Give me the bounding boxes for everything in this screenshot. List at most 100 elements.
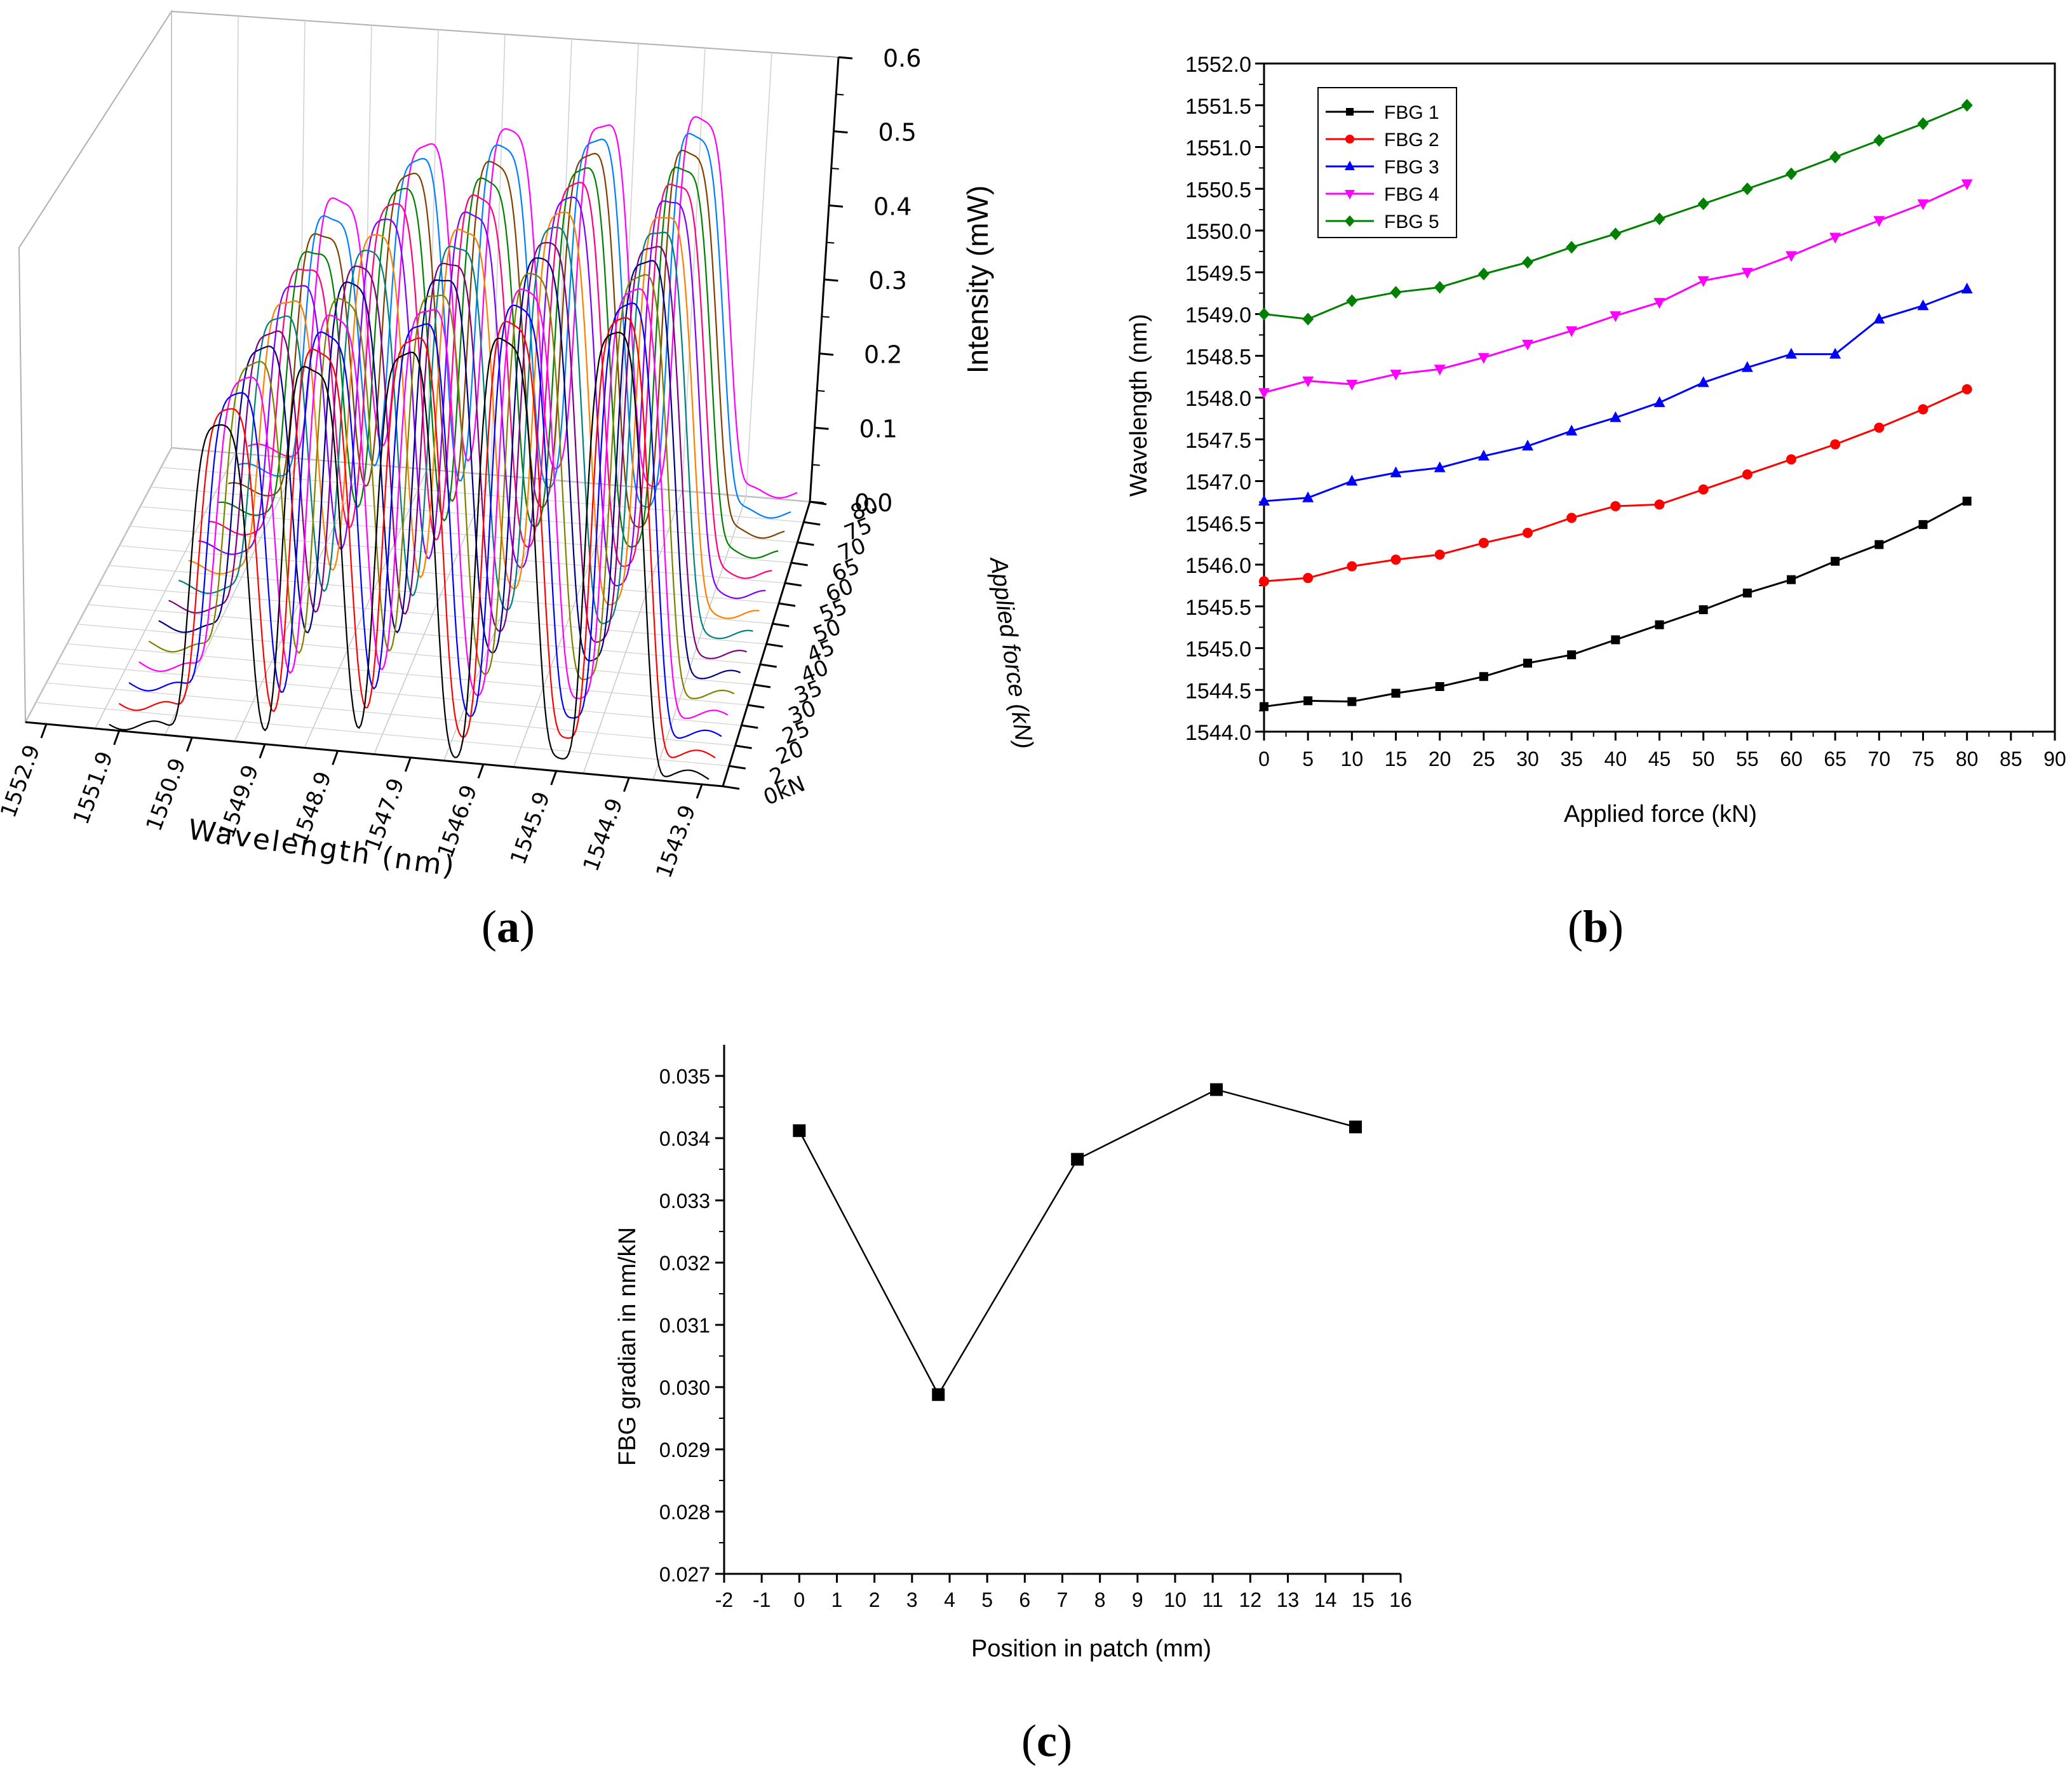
panel-b-data-point (1653, 212, 1665, 225)
panel-b-legend: FBG 1 FBG 2 FBG 3 FBG 4 FBG 5 (1317, 87, 1457, 238)
panel-c-x-tick-label: 5 (981, 1588, 993, 1611)
panel-c-x-tick-label: 12 (1239, 1588, 1262, 1611)
panel-b-data-point (1523, 528, 1533, 539)
panel-b-data-point (1258, 388, 1270, 399)
panel-b-data-point (1566, 326, 1578, 337)
panel-a-y-axis-label: Applied force (kN) (985, 554, 1038, 751)
panel-b-data-point (1874, 422, 1885, 433)
panel-a-chart: 1552.9 1551.9 1550.9 1549.9 1548.9 1547.9 1546… (0, 9, 1038, 883)
panel-b-y-tick-label: 1549.5 (1185, 262, 1251, 286)
panel-a-spectrum-trace (208, 182, 772, 579)
panel-b-data-point (1522, 440, 1533, 451)
panel-b-data-point (1566, 513, 1577, 523)
panel-c-y-axis-label: FBG gradian in nm/kN (614, 1227, 641, 1466)
panel-c-x-tick-label: -1 (753, 1588, 770, 1611)
panel-a-y-tick (772, 622, 790, 628)
panel-b-x-tick-label: 20 (1429, 748, 1451, 770)
panel-b-data-point (1697, 376, 1709, 387)
panel-a-z-tick-label: 0.0 (854, 489, 892, 517)
panel-b-data-point (1917, 117, 1929, 130)
panel-a-spectrum-trace (178, 226, 753, 640)
panel-a-y-tick (729, 765, 746, 770)
panel-c-data-point (932, 1388, 945, 1401)
panel-b-y-tick-label: 1549.0 (1185, 304, 1251, 328)
panel-b-legend-item: FBG 3 (1326, 157, 1439, 178)
panel-a-spectrum-trace (238, 133, 791, 519)
panel-a-x-tick (113, 730, 121, 746)
panel-a-x-tick (259, 744, 266, 759)
panel-b-data-point (1829, 232, 1841, 244)
panel-b-axes: 1544.0 1544.5 1545.0 1545.5 1546.0 1546.5 1547… (1185, 53, 2066, 770)
panel-b-data-point (1523, 659, 1532, 668)
panel-a-y-tick (778, 602, 796, 607)
panel-b-data-point (1961, 384, 1972, 394)
panel-b-data-point (1567, 650, 1577, 660)
panel-c-y-tick-label: 0.031 (659, 1314, 710, 1337)
panel-c-x-axis-label: Position in patch (mm) (971, 1635, 1211, 1662)
panel-b-x-tick-label: 85 (2000, 748, 2022, 770)
panel-b-data-point (1346, 379, 1358, 391)
panel-b-data-point (1917, 199, 1929, 210)
panel-b-x-tick-label: 70 (1868, 748, 1891, 770)
panel-b-data-point (1830, 439, 1841, 450)
panel-a-z-tick (838, 56, 853, 60)
panel-a-y-tick (741, 724, 758, 729)
panel-b-y-axis-label: Wavelength (nm) (1126, 314, 1152, 497)
panel-a-back-wall (171, 10, 840, 503)
panel-c-data-point (1071, 1153, 1084, 1166)
panel-b-data-point (1741, 182, 1753, 196)
panel-c-x-tick-label: 9 (1132, 1588, 1143, 1611)
panel-a-x-tick-label: 1545.9 (506, 788, 555, 868)
panel-a-y-tick (747, 704, 765, 709)
panel-c-x-tick-label: 10 (1164, 1588, 1187, 1611)
panel-a-y-tick (791, 561, 808, 567)
panel-b-legend-item: FBG 5 (1326, 211, 1439, 232)
panel-b-y-tick-label: 1544.0 (1185, 721, 1251, 745)
panel-b-data-point (1917, 299, 1929, 311)
panel-b-data-point (1873, 216, 1885, 227)
panel-b-legend-swatch-marker (1345, 135, 1354, 144)
panel-b-x-tick-label: 50 (1692, 748, 1715, 770)
panel-a-y-tick (722, 785, 740, 790)
panel-b-data-point (1479, 672, 1488, 681)
panel-b-data-point (1829, 347, 1841, 359)
panel-a-spectrum-trace (248, 116, 798, 499)
panel-b-data-point (1742, 469, 1752, 480)
panel-a-x-tick-label: 1552.9 (0, 741, 45, 821)
panel-a-x-tick (404, 757, 412, 772)
panel-b-data-point (1434, 365, 1446, 376)
panel-b-legend-item: FBG 1 (1326, 102, 1439, 123)
panel-b-legend-item: FBG 2 (1326, 130, 1439, 151)
panel-a-floor-grid-line (130, 525, 785, 584)
panel-b-data-point (1655, 620, 1664, 629)
panel-b-data-point (1434, 549, 1445, 560)
panel-a-x-tick (622, 777, 630, 792)
panel-b-series (1258, 98, 1973, 711)
panel-b-data-point (1302, 312, 1314, 326)
panel-c-x-tick-label: 2 (869, 1588, 880, 1611)
panel-b-data-point (1302, 376, 1314, 387)
panel-a-x-tick-label: 1551.9 (69, 748, 118, 828)
panel-b-data-point (1566, 241, 1578, 254)
panel-a-x-tick (185, 737, 193, 752)
panel-a-spectrum-trace (218, 166, 779, 559)
panel-b-y-tick-label: 1546.5 (1185, 512, 1251, 536)
panel-b-y-tick-label: 1550.0 (1185, 220, 1251, 244)
panel-b-data-point (1918, 520, 1928, 529)
panel-a-x-tick (550, 770, 558, 786)
panel-b-x-tick-label: 5 (1302, 748, 1314, 770)
panel-label-c: (c) (1021, 1715, 1072, 1766)
panel-b-data-point (1653, 298, 1665, 309)
panel-b-data-point (1391, 688, 1401, 698)
panel-b-data-point (1390, 466, 1402, 478)
panel-b-x-tick-label: 55 (1736, 748, 1759, 770)
panel-a-floor-grid-line (171, 447, 811, 502)
panel-c-x-tick-label: 3 (906, 1588, 918, 1611)
panel-b-data-point (1258, 495, 1270, 506)
panel-b-data-point (1697, 276, 1709, 287)
panel-a-x-axis-label: Wavelength (nm) (186, 814, 458, 883)
panel-b-legend-label: FBG 2 (1384, 130, 1439, 151)
panel-c-x-tick-label: 6 (1019, 1588, 1030, 1611)
panel-c-series (793, 1083, 1362, 1401)
